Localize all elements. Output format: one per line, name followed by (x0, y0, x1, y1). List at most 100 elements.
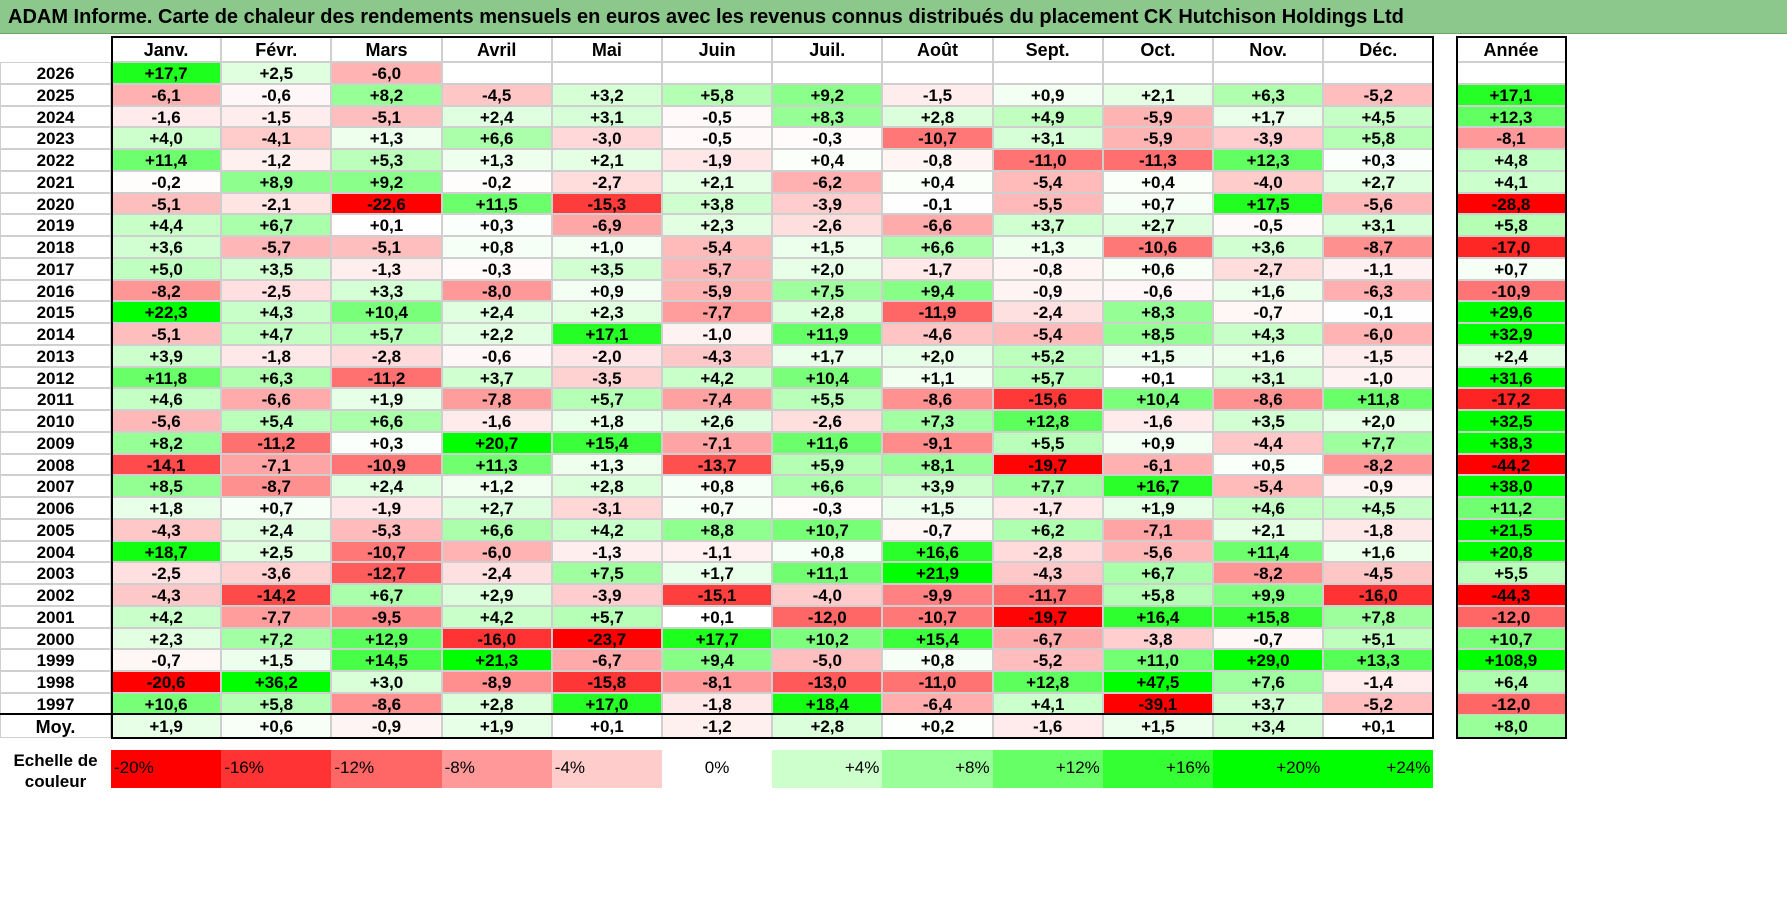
heatmap-cell: -11,9 (882, 301, 993, 323)
heatmap-cell: -1,9 (662, 149, 773, 171)
year-label: 2026 (0, 62, 111, 84)
heatmap-cell: -4,3 (662, 344, 773, 367)
heatmap-cell: +10,4 (331, 301, 442, 323)
heatmap-cell: -8,2 (1323, 453, 1434, 476)
color-scale-step: -20% (111, 750, 222, 788)
heatmap-cell: +1,3 (551, 453, 662, 476)
year-label: 1998 (0, 671, 111, 693)
heatmap-cell: +21,9 (882, 562, 993, 584)
heatmap-cell: +6,6 (441, 127, 552, 149)
heatmap-cell: -5,9 (1102, 105, 1213, 128)
heatmap-cell: -15,8 (551, 671, 662, 693)
heatmap-cell: +10,4 (772, 366, 883, 389)
heatmap-cell: +3,1 (1323, 214, 1434, 236)
heatmap-cell: -5,7 (662, 257, 773, 280)
heatmap-cell: -3,9 (551, 584, 662, 606)
heatmap-cell: -5,0 (772, 649, 883, 671)
average-cell: +0,1 (551, 714, 662, 738)
heatmap-cell: -2,4 (441, 562, 552, 584)
heatmap-cell: +8,5 (111, 475, 222, 497)
heatmap-cell (441, 62, 552, 84)
heatmap-cell: +8,2 (111, 431, 222, 454)
heatmap-cell: +5,8 (1323, 127, 1434, 149)
heatmap-cell: -0,8 (882, 149, 993, 171)
heatmap-cell: -0,7 (882, 518, 993, 541)
heatmap-cell: -3,5 (551, 366, 662, 389)
heatmap-cell: -16,0 (1323, 584, 1434, 606)
heatmap-cell (1213, 62, 1324, 84)
average-cell: +1,9 (441, 714, 552, 738)
heatmap-cell: +3,1 (1213, 366, 1324, 389)
heatmap-cell: +5,1 (1323, 627, 1434, 650)
month-header: Mai (551, 36, 662, 62)
heatmap-cell: +5,9 (772, 453, 883, 476)
heatmap-cell: +0,4 (772, 149, 883, 171)
heatmap-cell: +0,8 (662, 475, 773, 497)
year-label: 2018 (0, 236, 111, 258)
heatmap-cell: +17,1 (551, 323, 662, 345)
heatmap-cell: +2,1 (551, 149, 662, 171)
heatmap-cell: +8,3 (1102, 301, 1213, 323)
heatmap-cell: +0,9 (992, 83, 1103, 106)
heatmap-cell: -0,5 (662, 127, 773, 149)
heatmap-cell: -4,5 (1323, 562, 1434, 584)
heatmap-cell: +6,7 (1102, 562, 1213, 584)
heatmap-cell: +29,0 (1213, 649, 1324, 671)
color-scale-step: +12% (992, 750, 1103, 788)
heatmap-cell (992, 62, 1103, 84)
heatmap-cell: +16,7 (1102, 475, 1213, 497)
year-label: 2021 (0, 170, 111, 193)
annual-cell: -17,2 (1456, 388, 1566, 410)
heatmap-cell: -1,3 (551, 540, 662, 563)
heatmap-cell: -6,0 (331, 62, 442, 84)
heatmap-cell: +1,2 (441, 475, 552, 497)
heatmap-cell: -11,2 (331, 366, 442, 389)
heatmap-cell: -7,7 (221, 605, 332, 628)
color-scale-step: -16% (221, 750, 332, 788)
heatmap-cell: +4,3 (221, 301, 332, 323)
heatmap-cell: -3,9 (1213, 127, 1324, 149)
heatmap-cell: +3,0 (331, 671, 442, 693)
heatmap-cell: -7,4 (662, 388, 773, 410)
heatmap-cell: +0,3 (1323, 149, 1434, 171)
year-label: 2011 (0, 388, 111, 410)
year-label: 2022 (0, 149, 111, 171)
heatmap-cell: +6,6 (331, 410, 442, 432)
heatmap-cell: -5,9 (662, 279, 773, 302)
annual-header: Année (1456, 36, 1566, 62)
color-scale-step: 0% (662, 750, 773, 788)
heatmap-cell: +7,8 (1323, 605, 1434, 628)
heatmap-cell (662, 62, 773, 84)
heatmap-cell: -12,7 (331, 562, 442, 584)
heatmap-cell: -1,1 (662, 540, 773, 563)
heatmap-cell: +16,4 (1102, 605, 1213, 628)
heatmap-cell: -6,2 (772, 170, 883, 193)
heatmap-cell: -7,1 (1102, 518, 1213, 541)
year-label: 2009 (0, 431, 111, 454)
heatmap-cell: +0,4 (882, 170, 993, 193)
heatmap-cell: +2,7 (1323, 170, 1434, 193)
heatmap-cell: -4,6 (882, 323, 993, 345)
heatmap-cell: -4,0 (772, 584, 883, 606)
heatmap-cell: -7,1 (221, 453, 332, 476)
annual-cell: -12,0 (1456, 605, 1566, 628)
annual-cell: +4,8 (1456, 149, 1566, 171)
heatmap-cell: +0,3 (441, 214, 552, 236)
heatmap-cell: -1,6 (1102, 410, 1213, 432)
heatmap-cell: -1,7 (992, 497, 1103, 519)
heatmap-cell: +0,5 (1213, 453, 1324, 476)
heatmap-cell: -2,8 (331, 344, 442, 367)
heatmap-cell: -8,0 (441, 279, 552, 302)
heatmap-cell: +2,4 (331, 475, 442, 497)
year-label: 2015 (0, 301, 111, 323)
heatmap-cell: +8,5 (1102, 323, 1213, 345)
heatmap-cell: +12,9 (331, 627, 442, 650)
heatmap-cell: +3,9 (111, 344, 222, 367)
heatmap-cell: -1,2 (221, 149, 332, 171)
heatmap-cell: +2,8 (772, 301, 883, 323)
heatmap-cell: -6,3 (1323, 279, 1434, 302)
heatmap-cell: +11,8 (111, 366, 222, 389)
heatmap-cell (882, 62, 993, 84)
heatmap-cell: +5,8 (1102, 584, 1213, 606)
year-label: 2025 (0, 83, 111, 106)
